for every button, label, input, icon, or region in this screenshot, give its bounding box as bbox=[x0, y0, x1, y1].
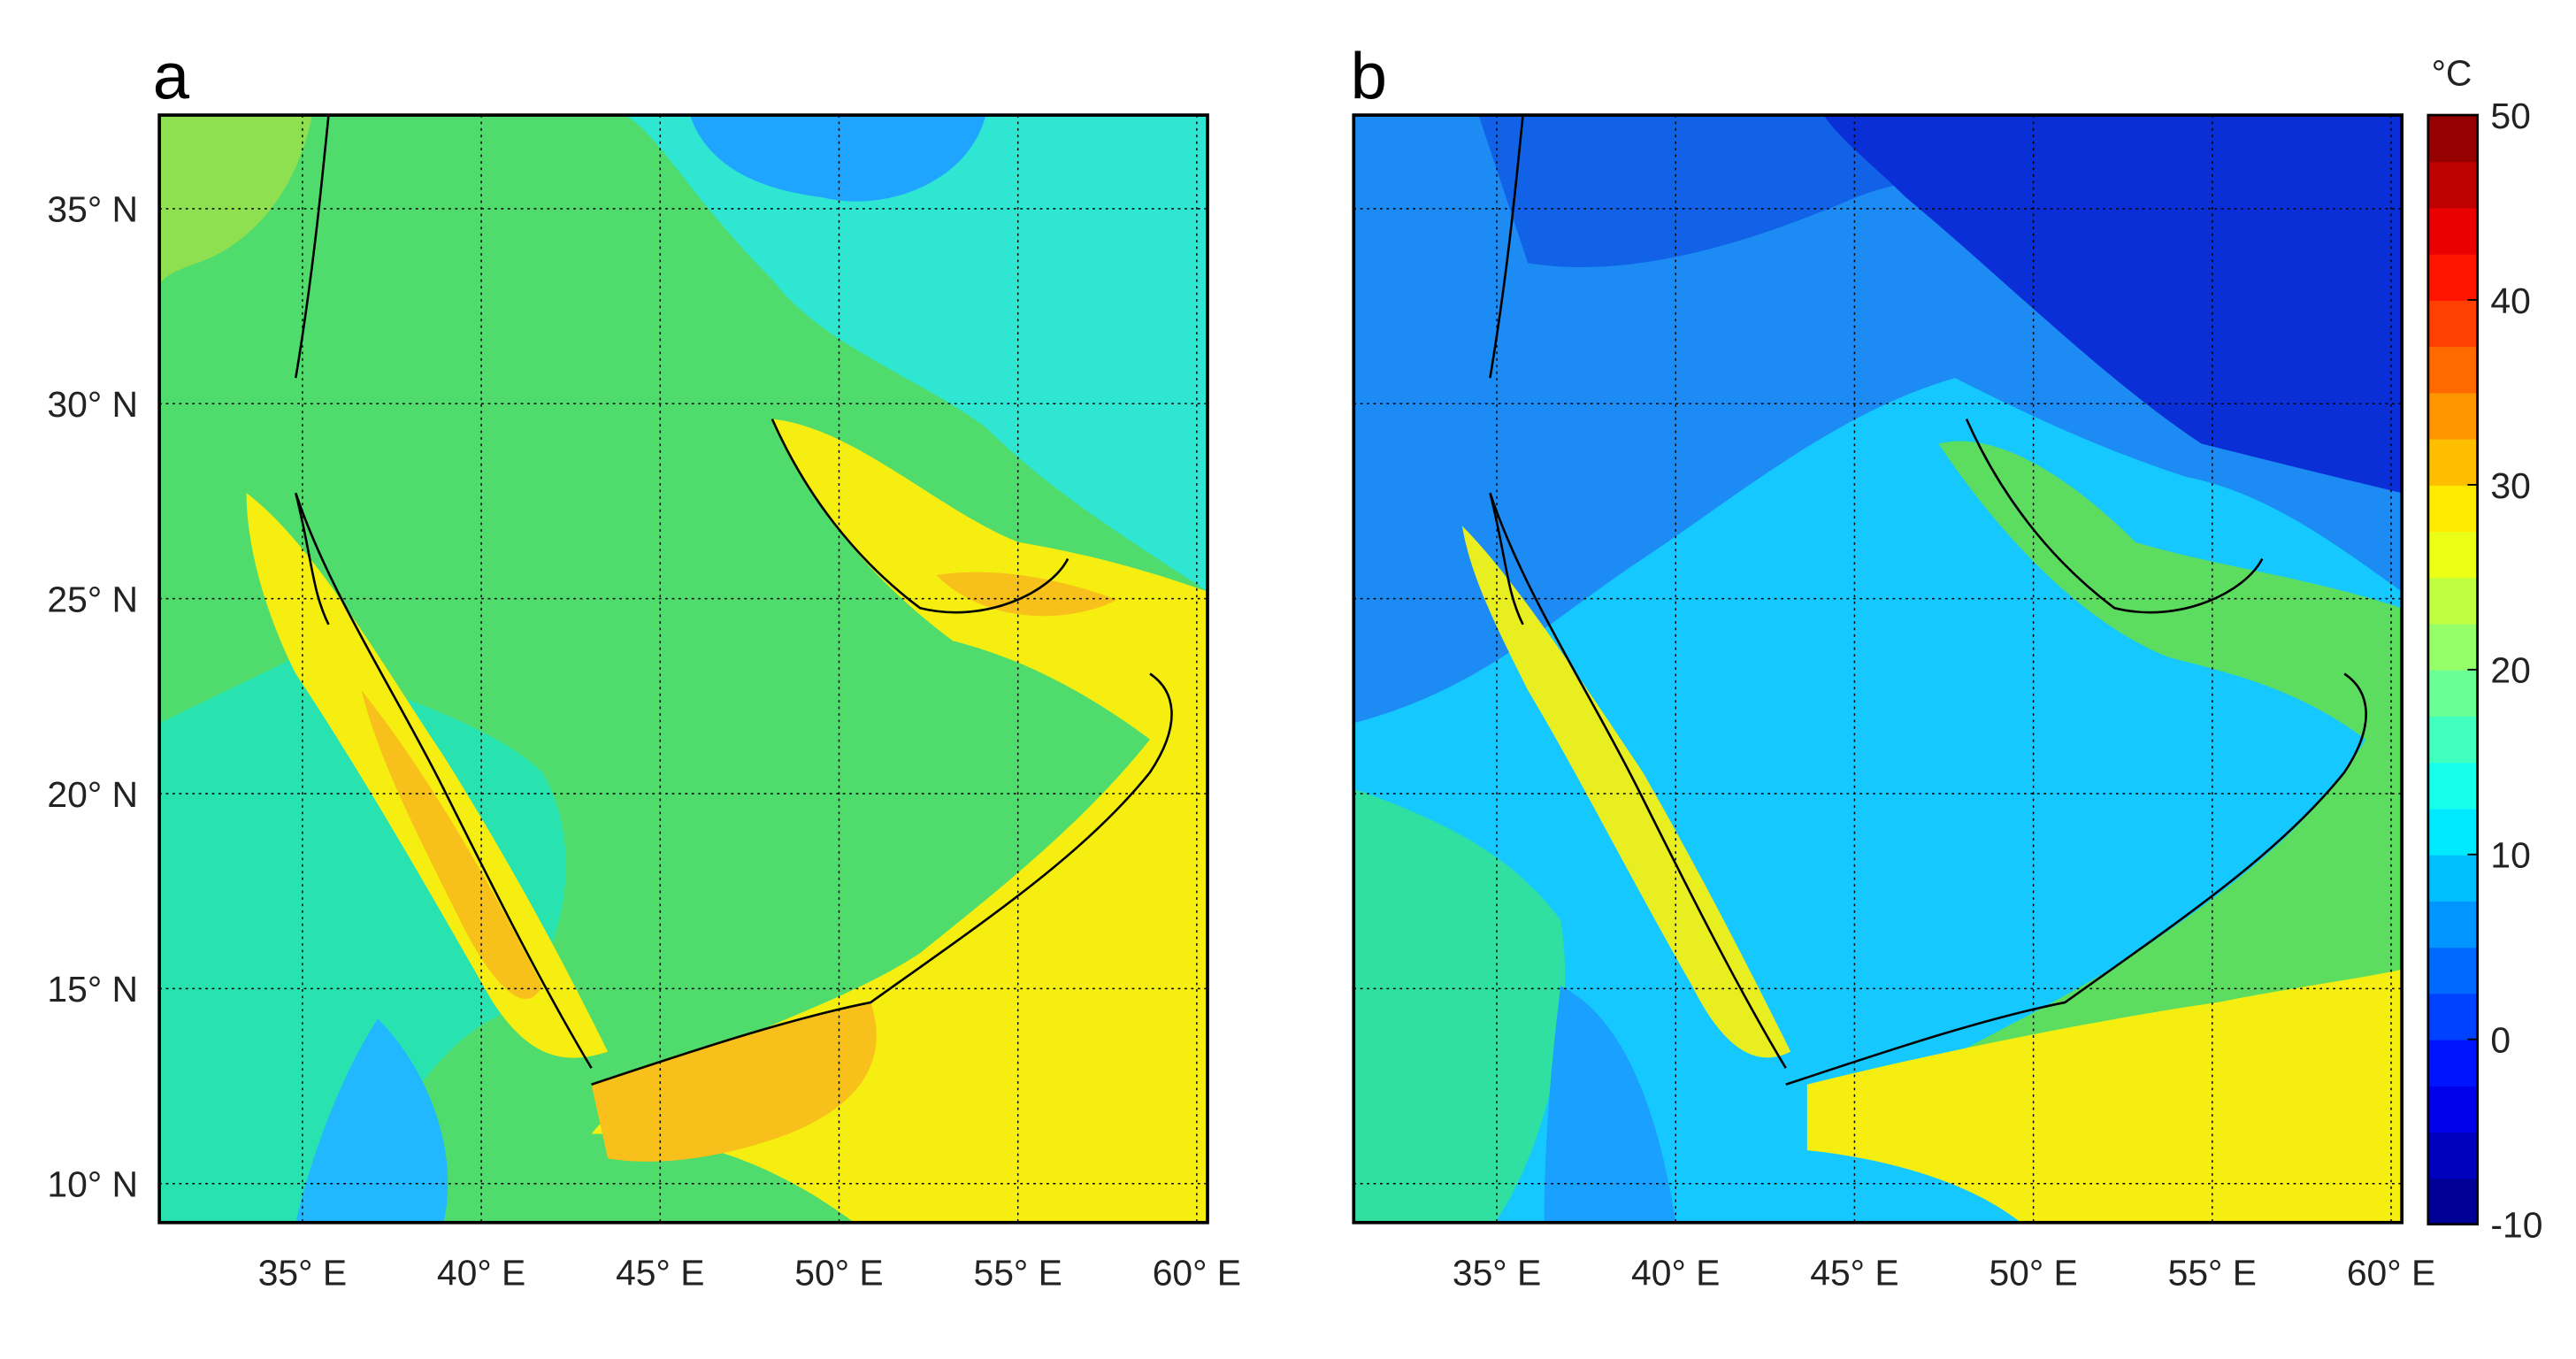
colorbar-step bbox=[2427, 484, 2478, 533]
colorbar-step bbox=[2427, 161, 2478, 209]
lon-tick-label: 35° E bbox=[1453, 1252, 1541, 1293]
colorbar: -10 0 10 20 30 40 50 bbox=[2426, 96, 2542, 1246]
colorbar-step bbox=[2427, 762, 2478, 810]
lat-tick-label: 20° N bbox=[47, 774, 138, 815]
colorbar-step bbox=[2427, 1132, 2478, 1179]
map-frame bbox=[157, 113, 1209, 1225]
colorbar-tick-label: 50 bbox=[2490, 96, 2530, 136]
colorbar-tick-label: -10 bbox=[2490, 1205, 2542, 1246]
temperature-field-a bbox=[159, 115, 1208, 1223]
colorbar-unit: °C bbox=[2432, 53, 2472, 94]
lat-tick-label: 25° N bbox=[47, 579, 138, 619]
colorbar-step bbox=[2427, 901, 2478, 948]
colorbar-step bbox=[2427, 577, 2478, 625]
panel-label: a bbox=[153, 39, 190, 112]
colorbar-step bbox=[2427, 1178, 2478, 1225]
lon-tick-label: 50° E bbox=[794, 1252, 883, 1293]
colorbar-tick-label: 30 bbox=[2490, 465, 2530, 506]
map-frame bbox=[1352, 113, 2404, 1225]
colorbar-step bbox=[2427, 300, 2478, 348]
colorbar-step bbox=[2427, 253, 2478, 301]
colorbar-step bbox=[2427, 438, 2478, 486]
colorbar-step bbox=[2427, 669, 2478, 718]
lat-tick-label: 10° N bbox=[47, 1164, 138, 1205]
colorbar-step bbox=[2427, 623, 2478, 671]
colorbar-step bbox=[2427, 947, 2478, 994]
colorbar-step bbox=[2427, 207, 2478, 255]
lon-tick-label: 60° E bbox=[1153, 1252, 1241, 1293]
colorbar-tick-label: 0 bbox=[2490, 1020, 2511, 1061]
lon-tick-label: 40° E bbox=[1631, 1252, 1720, 1293]
lat-tick-label: 35° N bbox=[47, 189, 138, 230]
colorbar-step bbox=[2427, 854, 2478, 902]
lon-tick-label: 55° E bbox=[2168, 1252, 2257, 1293]
lon-tick-label: 45° E bbox=[1810, 1252, 1898, 1293]
colorbar-tick-label: 20 bbox=[2490, 650, 2530, 691]
colorbar-step bbox=[2427, 346, 2478, 394]
temperature-field-b bbox=[1353, 115, 2403, 1223]
lon-tick-label: 55° E bbox=[973, 1252, 1062, 1293]
colorbar-tick-label: 10 bbox=[2490, 835, 2530, 876]
lon-tick-label: 50° E bbox=[1989, 1252, 2077, 1293]
colorbar-step bbox=[2427, 1085, 2478, 1133]
colorbar-step bbox=[2427, 808, 2478, 856]
lat-tick-label: 30° N bbox=[47, 384, 138, 425]
lon-tick-label: 35° E bbox=[258, 1252, 347, 1293]
colorbar-step bbox=[2427, 993, 2478, 1040]
colorbar-step bbox=[2427, 392, 2478, 440]
colorbar-step bbox=[2427, 1039, 2478, 1086]
lon-tick-label: 60° E bbox=[2347, 1252, 2435, 1293]
lon-tick-label: 45° E bbox=[616, 1252, 704, 1293]
colorbar-step bbox=[2427, 115, 2478, 163]
colorbar-tick-label: 40 bbox=[2490, 280, 2530, 321]
lat-tick-label: 15° N bbox=[47, 969, 138, 1010]
lon-tick-label: 40° E bbox=[437, 1252, 525, 1293]
coastlines bbox=[295, 114, 2367, 1086]
colorbar-step bbox=[2427, 716, 2478, 764]
colorbar-step bbox=[2427, 531, 2478, 579]
panel-label: b bbox=[1351, 39, 1387, 112]
